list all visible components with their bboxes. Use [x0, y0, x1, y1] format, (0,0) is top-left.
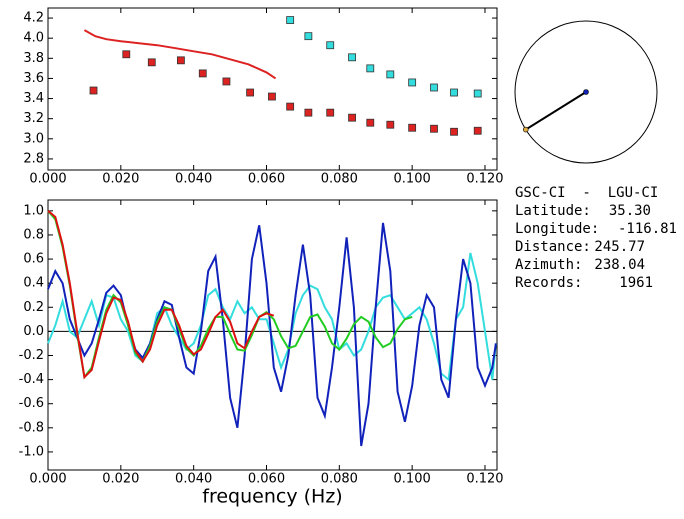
data-marker: [286, 102, 295, 111]
y-tick-label: 0.2: [23, 300, 44, 315]
data-marker: [386, 70, 395, 79]
x-tick-label: 0.100: [394, 172, 431, 187]
x-tick-label: 0.120: [466, 472, 503, 487]
y-tick-label: 1.0: [23, 203, 44, 218]
data-marker: [326, 108, 335, 117]
data-marker: [450, 88, 458, 97]
data-marker: [473, 126, 482, 135]
x-tick-label: 0.060: [248, 172, 285, 187]
data-line: [47, 210, 275, 380]
data-marker: [286, 16, 295, 24]
x-tick-label: 0.040: [175, 172, 212, 187]
info-value: 35.30: [609, 203, 651, 219]
x-tick-label: 0.120: [466, 172, 503, 187]
x-tick-label: 0.020: [102, 472, 139, 487]
info-value: 238.04: [594, 257, 645, 273]
x-tick-label: 0.100: [394, 472, 431, 487]
data-marker: [408, 78, 417, 87]
y-tick-label: -0.6: [19, 396, 44, 411]
data-line: [83, 29, 277, 80]
info-label: Distance:: [515, 239, 591, 255]
data-marker: [246, 88, 255, 97]
data-marker: [430, 83, 438, 92]
data-marker: [326, 41, 335, 50]
data-line: [47, 252, 497, 382]
azimuth-circle: [514, 20, 658, 164]
y-tick-label: 4.0: [23, 31, 44, 46]
x-tick-label: 0.020: [102, 172, 139, 187]
data-marker: [386, 120, 395, 129]
data-marker: [450, 127, 458, 136]
data-marker: [122, 50, 131, 59]
x-tick-label: 0.040: [175, 472, 212, 487]
x-tick-label: 0.000: [29, 472, 66, 487]
info-label: Longitude:: [515, 221, 599, 237]
station-pair: GSC-CI - LGU-CI: [515, 185, 658, 201]
y-tick-label: 2.8: [23, 151, 44, 166]
y-tick-label: 3.8: [23, 51, 44, 66]
x-axis-label: frequency (Hz): [202, 486, 342, 508]
data-line: [47, 210, 413, 380]
data-marker: [177, 56, 185, 65]
y-tick-label: 3.0: [23, 131, 44, 146]
y-tick-label: 4.2: [23, 11, 44, 26]
y-tick-label: -0.8: [19, 420, 44, 435]
y-tick-label: 0.8: [23, 227, 44, 242]
data-marker: [198, 69, 207, 78]
y-tick-label: -0.2: [19, 348, 44, 363]
data-marker: [222, 77, 231, 86]
data-marker: [89, 86, 98, 95]
x-tick-label: 0.000: [29, 172, 66, 187]
info-value: -116.81: [618, 221, 677, 237]
y-tick-label: 3.4: [23, 91, 44, 106]
y-tick-label: 3.6: [23, 71, 44, 86]
info-label: Records:: [515, 275, 582, 291]
data-marker: [304, 32, 313, 41]
y-tick-label: 0.4: [23, 276, 44, 291]
x-tick-label: 0.060: [248, 472, 285, 487]
y-tick-label: -0.4: [19, 372, 44, 387]
data-marker: [366, 64, 375, 73]
y-tick-label: 3.2: [23, 111, 44, 126]
plot-frame: [47, 7, 498, 171]
info-value: 1961: [619, 275, 653, 291]
data-marker: [408, 123, 417, 132]
x-tick-label: 0.080: [321, 472, 358, 487]
data-marker: [147, 58, 156, 67]
azimuth-line: [525, 91, 587, 131]
data-marker: [304, 108, 313, 117]
data-marker: [348, 53, 356, 62]
target-dot: [522, 126, 529, 133]
info-label: Azimuth:: [515, 257, 582, 273]
data-marker: [366, 118, 375, 127]
data-marker: [268, 92, 276, 101]
data-marker: [430, 124, 438, 133]
y-tick-label: 0.0: [23, 324, 44, 339]
plot-frame: [47, 199, 498, 471]
y-tick-label: 0.6: [23, 252, 44, 267]
station-dot: [583, 89, 589, 95]
y-tick-label: -1.0: [19, 444, 44, 459]
x-tick-label: 0.080: [321, 172, 358, 187]
info-label: Latitude:: [515, 203, 591, 219]
data-marker: [473, 89, 482, 98]
data-marker: [348, 113, 356, 122]
info-value: 245.77: [594, 239, 645, 255]
